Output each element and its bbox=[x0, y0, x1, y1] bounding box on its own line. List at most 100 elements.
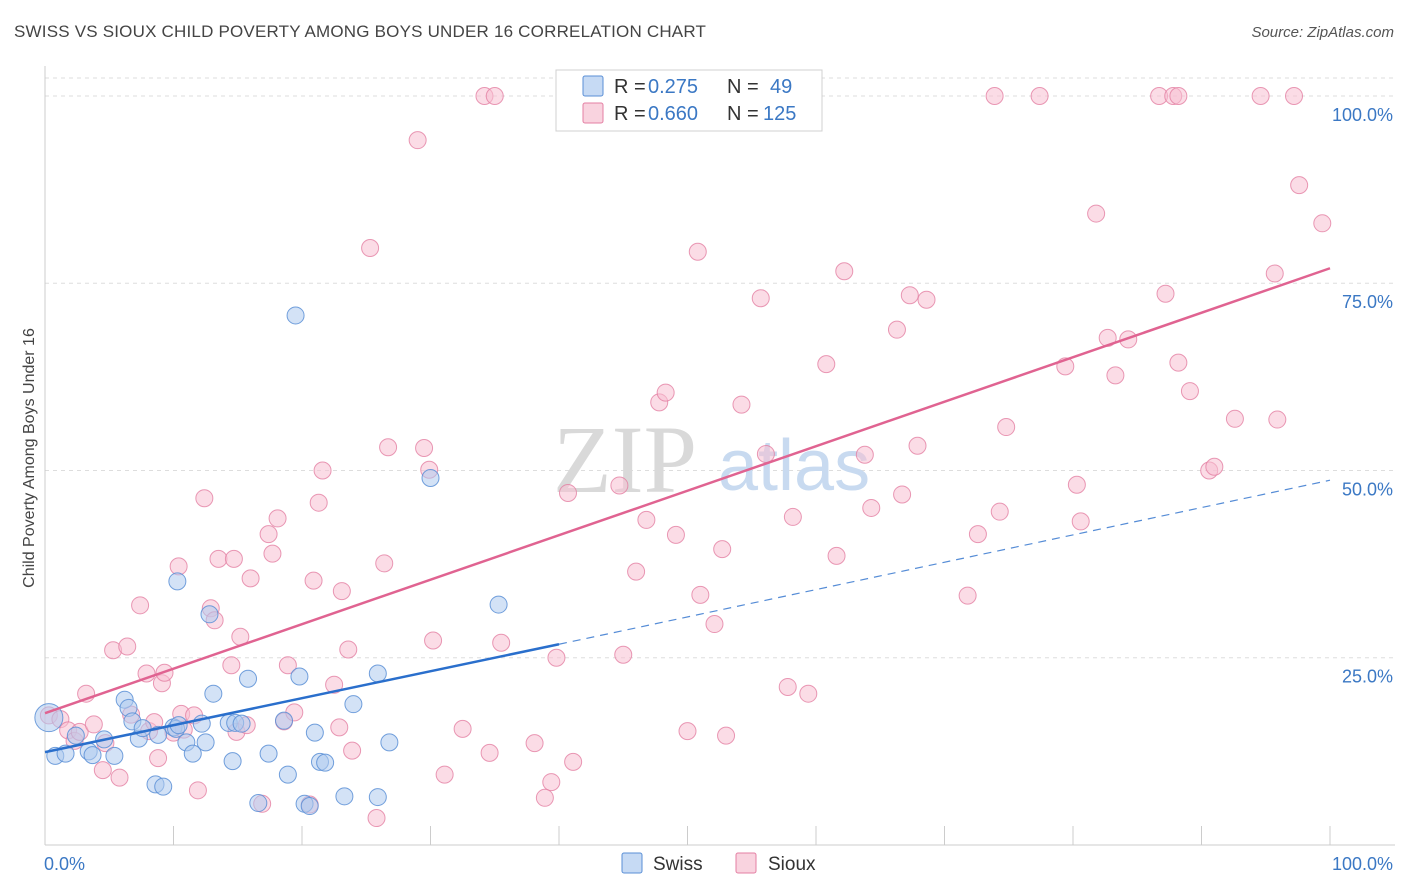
sioux-point bbox=[900, 286, 919, 305]
sioux-point bbox=[1205, 457, 1224, 476]
sioux-point bbox=[862, 498, 881, 517]
sioux-point bbox=[827, 546, 846, 565]
sioux-point bbox=[435, 765, 454, 784]
sioux-point bbox=[614, 645, 633, 664]
sioux-point bbox=[1265, 264, 1284, 283]
sioux-point bbox=[379, 438, 398, 457]
sioux-point bbox=[93, 761, 112, 780]
trend-lines bbox=[44, 267, 1331, 754]
sioux-point bbox=[1251, 86, 1270, 105]
sioux-point bbox=[304, 571, 323, 590]
x-tick-label-0: 0.0% bbox=[44, 854, 85, 874]
sioux-point bbox=[525, 734, 544, 753]
bottom-legend: Swiss Sioux bbox=[621, 852, 816, 875]
swiss-point bbox=[105, 746, 124, 765]
legend-r-value-swiss: 0.275 bbox=[648, 76, 698, 98]
sioux-point bbox=[1067, 475, 1086, 494]
swiss-point bbox=[368, 788, 387, 807]
legend-swatch-sioux bbox=[582, 102, 604, 124]
swiss-point bbox=[286, 306, 305, 325]
swiss-point bbox=[300, 797, 319, 816]
legend-box: R = 0.275 N = 49 R = 0.660 N = 125 bbox=[555, 69, 823, 132]
sioux-point bbox=[817, 355, 836, 374]
legend-n-value-swiss: 49 bbox=[770, 76, 792, 98]
swiss-point bbox=[305, 723, 324, 742]
swiss-point bbox=[232, 714, 251, 733]
sioux-point bbox=[268, 509, 287, 528]
sioux-point bbox=[688, 242, 707, 261]
legend-n-label-swiss: N = bbox=[727, 76, 759, 98]
sioux-point bbox=[424, 631, 443, 650]
bottom-legend-swatch-swiss bbox=[621, 852, 643, 874]
chart-title: SWISS VS SIOUX CHILD POVERTY AMONG BOYS … bbox=[14, 22, 707, 41]
sioux-point bbox=[222, 656, 241, 675]
swiss-point bbox=[259, 744, 278, 763]
source-credit: Source: ZipAtlas.com bbox=[1251, 24, 1394, 41]
sioux-point bbox=[637, 510, 656, 529]
swiss-point bbox=[489, 595, 508, 614]
sioux-point bbox=[1268, 410, 1287, 429]
sioux-point bbox=[224, 549, 243, 568]
sioux-point bbox=[241, 569, 260, 588]
swiss-point bbox=[316, 753, 335, 772]
sioux-point bbox=[893, 485, 912, 504]
legend-n-label-sioux: N = bbox=[727, 103, 759, 125]
sioux-point bbox=[958, 586, 977, 605]
swiss-point bbox=[335, 787, 354, 806]
sioux-point bbox=[656, 383, 675, 402]
sioux-point bbox=[1087, 204, 1106, 223]
sioux-point bbox=[110, 768, 129, 787]
sioux-point bbox=[339, 640, 358, 659]
sioux-point bbox=[343, 741, 362, 760]
swiss-point bbox=[421, 468, 440, 487]
sioux-point bbox=[705, 615, 724, 634]
legend-r-value-sioux: 0.660 bbox=[648, 103, 698, 125]
swiss-point bbox=[239, 669, 258, 688]
sioux-point bbox=[627, 562, 646, 581]
swiss-point bbox=[368, 664, 387, 683]
sioux-point bbox=[325, 675, 344, 694]
y-tick-label-50: 50.0% bbox=[1342, 479, 1393, 499]
swiss-point bbox=[344, 695, 363, 714]
sioux-point bbox=[835, 262, 854, 281]
sioux-point bbox=[313, 461, 332, 480]
sioux-point bbox=[908, 436, 927, 455]
legend-n-value-sioux: 125 bbox=[763, 103, 796, 125]
sioux-point bbox=[415, 439, 434, 458]
sioux-point bbox=[195, 489, 214, 508]
sioux-point bbox=[1225, 409, 1244, 428]
sioux-point bbox=[263, 544, 282, 563]
swiss-point bbox=[196, 733, 215, 752]
sioux-point bbox=[547, 648, 566, 667]
y-tick-label-75: 75.0% bbox=[1342, 292, 1393, 312]
sioux-point bbox=[678, 722, 697, 741]
swiss-point bbox=[83, 746, 102, 765]
sioux-point bbox=[564, 752, 583, 771]
sioux-point bbox=[118, 637, 137, 656]
swiss-point bbox=[154, 777, 173, 796]
swiss-point bbox=[275, 711, 294, 730]
sioux-point bbox=[1180, 382, 1199, 401]
sioux-point bbox=[361, 239, 380, 258]
sioux-point bbox=[453, 719, 472, 738]
watermark: ZIP atlas bbox=[553, 406, 870, 513]
sioux-point bbox=[1169, 353, 1188, 372]
swiss-point bbox=[200, 605, 219, 624]
legend-r-label-sioux: R = bbox=[614, 103, 646, 125]
sioux-point bbox=[1156, 284, 1175, 303]
swiss-point bbox=[149, 725, 168, 744]
sioux-point bbox=[783, 507, 802, 526]
sioux-point bbox=[691, 585, 710, 604]
swiss-point bbox=[278, 765, 297, 784]
sioux-point bbox=[1313, 214, 1332, 233]
sioux-point bbox=[131, 596, 150, 615]
sioux-point bbox=[968, 525, 987, 544]
sioux-point bbox=[855, 445, 874, 464]
legend-r-label-swiss: R = bbox=[614, 76, 646, 98]
sioux-point bbox=[209, 549, 228, 568]
sioux-point bbox=[278, 656, 297, 675]
sioux-point bbox=[259, 525, 278, 544]
sioux-point bbox=[558, 483, 577, 502]
y-tick-label-100: 100.0% bbox=[1332, 105, 1393, 125]
sioux-point bbox=[756, 445, 775, 464]
